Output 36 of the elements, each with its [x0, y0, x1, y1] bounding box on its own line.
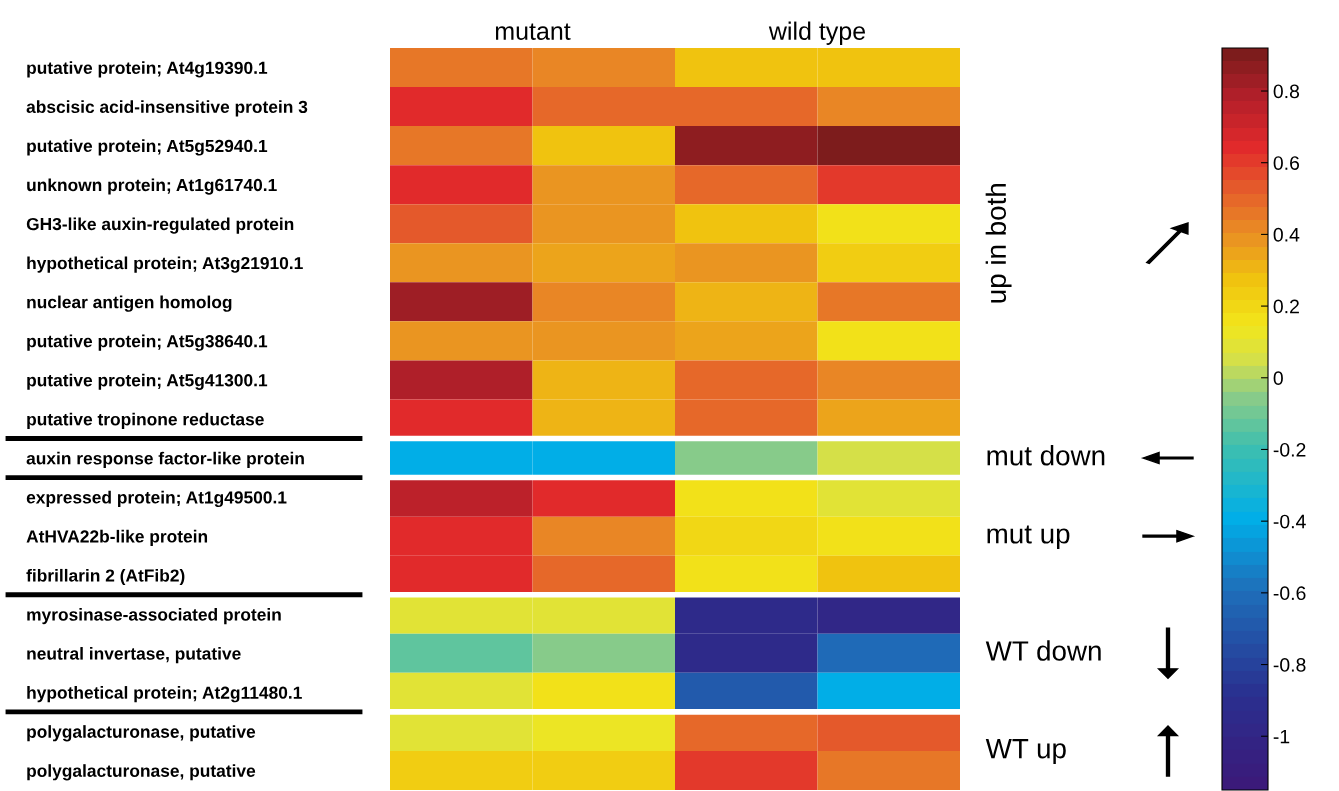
- text: mutant: [495, 23, 571, 40]
- y-tick-label: hypothetical protein; At2g11480.1: [27, 686, 302, 703]
- y-tick-label: polygalacturonase, putative: [27, 764, 256, 781]
- text: up in both: [985, 184, 1012, 303]
- text: WT up: [985, 739, 1066, 764]
- color-bar-label: 0.8: [1273, 84, 1300, 99]
- color-bar-label: -0.2: [1273, 442, 1306, 457]
- text: mut down: [987, 445, 1105, 466]
- color-bar-label: 0: [1273, 371, 1283, 386]
- y-tick-label: putative protein; At5g38640.1: [27, 334, 268, 351]
- y-tick-label: neutral invertase, putative: [27, 647, 241, 664]
- y-tick-label: expressed protein; At1g49500.1: [26, 490, 287, 508]
- text: WT down: [985, 640, 1101, 661]
- color-bar-label: 0.4: [1273, 227, 1300, 242]
- y-tick-label: auxin response factor-like protein: [26, 451, 304, 468]
- y-tick-label: putative protein; At5g41300.1: [27, 373, 268, 390]
- y-tick-label: GH3-like auxin-regulated protein: [26, 217, 294, 234]
- color-bar-label: -1: [1273, 729, 1290, 744]
- text: mut up: [987, 525, 1070, 550]
- y-tick-label: putative protein; At4g19390.1: [27, 61, 268, 78]
- y-tick-label: polygalacturonase, putative: [27, 725, 256, 742]
- y-tick-label: putative protein; At5g52940.1: [27, 139, 268, 156]
- color-bar-label: -0.6: [1273, 586, 1306, 601]
- y-tick-label: abscisic acid-insensitive protein 3: [26, 100, 308, 117]
- color-bar-label: -0.4: [1273, 514, 1306, 529]
- color-bar-label: 0.2: [1273, 299, 1299, 314]
- y-tick-label: putative tropinone reductase: [27, 412, 264, 429]
- y-tick-label: myrosinase-associated protein: [27, 607, 281, 625]
- text: wild type: [768, 21, 866, 45]
- y-tick-label: hypothetical protein; At3g21910.1: [27, 256, 303, 273]
- color-bar-label: 0.6: [1273, 156, 1300, 170]
- y-tick-label: unknown protein; At1g61740.1: [27, 178, 277, 195]
- y-tick-label: fibrillarin 2 (AtFib2): [26, 568, 185, 586]
- color-bar-label: -0.8: [1273, 658, 1306, 672]
- y-tick-label: nuclear antigen homolog: [27, 295, 232, 312]
- y-tick-label: AtHVA22b-like protein: [26, 529, 208, 547]
